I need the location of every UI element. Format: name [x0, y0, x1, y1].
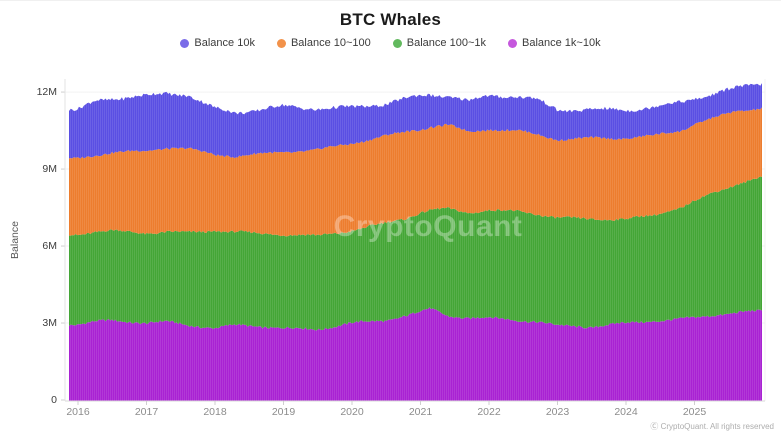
y-tick-label-6m: 6M	[42, 240, 57, 253]
chart-title: BTC Whales	[339, 10, 442, 29]
legend-label: Balance 1k~10k	[521, 37, 601, 49]
x-tick-label-2018: 2018	[203, 406, 227, 418]
y-tick-label-0: 0	[51, 394, 57, 406]
x-tick-label-2023: 2023	[545, 406, 570, 418]
y-tick-label-12m: 12M	[36, 86, 57, 99]
x-tick-label-2024: 2024	[614, 406, 638, 418]
legend-label: Balance 10k	[194, 37, 255, 49]
legend-label: Balance 100~1k	[406, 37, 486, 49]
x-tick-label-2017: 2017	[134, 406, 159, 418]
legend-dot-balance-10-100	[276, 38, 286, 48]
x-tick-label-2016: 2016	[66, 406, 90, 418]
legend-item-balance-10k[interactable]: Balance 10k	[180, 37, 255, 49]
x-tick-label-2019: 2019	[271, 406, 296, 418]
y-tick-label-3m: 3M	[42, 317, 57, 330]
legend-item-balance-1k-10k[interactable]: Balance 1k~10k	[507, 37, 601, 49]
y-tick-label-9m: 9M	[42, 163, 57, 176]
copyright-notice: Ⓒ CryptoQuant. All rights reserved	[650, 422, 774, 431]
x-tick-label-2021: 2021	[408, 406, 433, 418]
legend-dot-balance-10k	[180, 38, 190, 48]
legend-item-balance-10-100[interactable]: Balance 10~100	[276, 37, 371, 49]
x-tick-label-2025: 2025	[682, 406, 707, 418]
legend-dot-balance-1k-10k	[507, 38, 517, 48]
x-tick-label-2020: 2020	[340, 406, 364, 418]
legend-label: Balance 10~100	[290, 37, 371, 49]
legend-dot-balance-100-1k	[392, 38, 402, 48]
x-tick-label-2022: 2022	[477, 406, 501, 418]
legend: Balance 10k Balance 10~100 Balance 100~1k B…	[0, 35, 781, 51]
legend-item-balance-100-1k[interactable]: Balance 100~1k	[392, 37, 486, 49]
